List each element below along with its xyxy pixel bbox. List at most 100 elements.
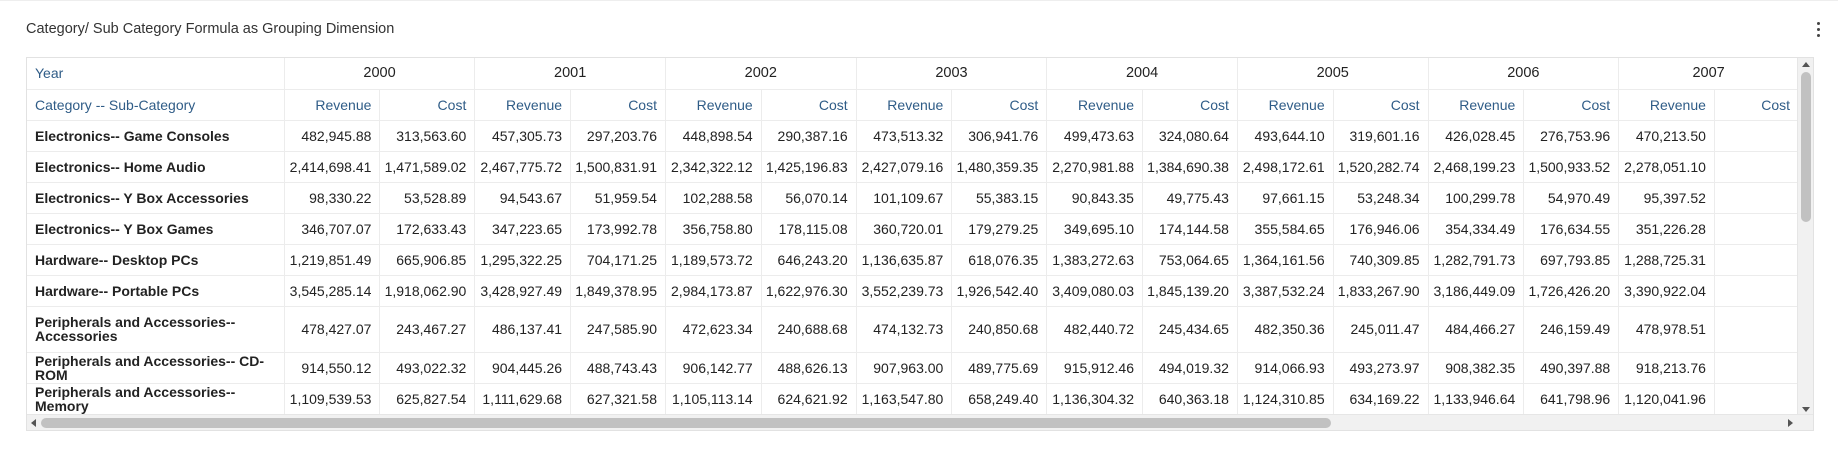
vertical-scrollbar[interactable] xyxy=(1797,58,1813,416)
value-cell: 907,963.00 xyxy=(856,352,953,384)
value-cell: 246,159.49 xyxy=(1523,306,1620,353)
value-cell: 97,661.15 xyxy=(1237,182,1334,214)
kebab-menu-icon[interactable] xyxy=(1812,19,1824,39)
value-cell: 493,022.32 xyxy=(379,352,476,384)
value-cell: 2,342,322.12 xyxy=(665,151,762,183)
value-cell: 915,912.46 xyxy=(1046,352,1143,384)
value-cell: 494,019.32 xyxy=(1142,352,1238,384)
value-cell: 94,543.67 xyxy=(474,182,572,214)
value-cell: 493,644.10 xyxy=(1237,120,1334,152)
value-cell: 101,109.67 xyxy=(856,182,953,214)
year-header-2006: 2006 xyxy=(1428,58,1620,90)
value-cell xyxy=(1714,244,1799,276)
value-cell: 914,550.12 xyxy=(284,352,381,384)
value-cell: 243,467.27 xyxy=(379,306,476,353)
value-cell: 918,213.76 xyxy=(1618,352,1715,384)
value-cell: 1,849,378.95 xyxy=(570,275,666,307)
horizontal-scroll-thumb[interactable] xyxy=(41,418,1331,428)
value-cell: 351,226.28 xyxy=(1618,213,1715,245)
value-cell: 1,726,426.20 xyxy=(1523,275,1620,307)
value-cell xyxy=(1714,352,1799,384)
value-cell: 906,142.77 xyxy=(665,352,762,384)
panel-title: Category/ Sub Category Formula as Groupi… xyxy=(26,21,395,37)
value-cell: 179,279.25 xyxy=(951,213,1048,245)
horizontal-scrollbar[interactable] xyxy=(27,414,1813,430)
value-cell: 634,169.22 xyxy=(1333,383,1429,415)
year-header-2001: 2001 xyxy=(474,58,666,90)
year-header-2007: 2007 xyxy=(1618,58,1799,90)
value-cell: 2,270,981.88 xyxy=(1046,151,1143,183)
row-label: Peripherals and Accessories-- CD-ROM xyxy=(27,352,285,384)
value-cell: 1,845,139.20 xyxy=(1142,275,1238,307)
value-cell: 3,545,285.14 xyxy=(284,275,381,307)
value-cell: 1,189,573.72 xyxy=(665,244,762,276)
value-cell: 240,850.68 xyxy=(951,306,1048,353)
value-cell: 489,775.69 xyxy=(951,352,1048,384)
value-cell: 1,111,629.68 xyxy=(474,383,572,415)
value-cell: 174,144.58 xyxy=(1142,213,1238,245)
value-cell: 172,633.43 xyxy=(379,213,476,245)
vertical-scroll-thumb[interactable] xyxy=(1801,72,1811,222)
table-row: Electronics-- Home Audio 2,414,698.41 1,47… xyxy=(27,151,1799,183)
value-cell: 478,978.51 xyxy=(1618,306,1715,353)
value-cell xyxy=(1714,275,1799,307)
value-cell: 306,941.76 xyxy=(951,120,1048,152)
year-header-2002: 2002 xyxy=(665,58,857,90)
value-cell: 1,833,267.90 xyxy=(1333,275,1429,307)
value-cell: 1,133,946.64 xyxy=(1428,383,1525,415)
value-cell: 90,843.35 xyxy=(1046,182,1143,214)
grid-viewport: Year 2000 2001 2002 2003 2004 2005 2006 2007 Ca… xyxy=(27,58,1799,416)
value-cell: 478,427.07 xyxy=(284,306,381,353)
value-cell: 297,203.76 xyxy=(570,120,666,152)
value-cell: 1,364,161.56 xyxy=(1237,244,1334,276)
value-cell: 290,387.16 xyxy=(761,120,857,152)
value-cell: 51,959.54 xyxy=(570,182,666,214)
value-cell: 1,500,933.52 xyxy=(1523,151,1620,183)
value-cell: 482,945.88 xyxy=(284,120,381,152)
measure-header-revenue: Revenue xyxy=(1046,89,1143,121)
table-row: Electronics-- Y Box Accessories 98,330.22… xyxy=(27,182,1799,214)
value-cell: 53,248.34 xyxy=(1333,182,1429,214)
value-cell: 1,219,851.49 xyxy=(284,244,381,276)
scroll-right-arrow-icon[interactable] xyxy=(1788,419,1793,427)
measure-header-cost: Cost xyxy=(761,89,857,121)
value-cell: 490,397.88 xyxy=(1523,352,1620,384)
measure-header-cost: Cost xyxy=(1523,89,1620,121)
value-cell: 482,440.72 xyxy=(1046,306,1143,353)
value-cell: 914,066.93 xyxy=(1237,352,1334,384)
value-cell: 627,321.58 xyxy=(570,383,666,415)
value-cell: 55,383.15 xyxy=(951,182,1048,214)
value-cell: 1,918,062.90 xyxy=(379,275,476,307)
scroll-down-arrow-icon[interactable] xyxy=(1802,407,1810,412)
value-cell: 740,309.85 xyxy=(1333,244,1429,276)
value-cell: 3,409,080.03 xyxy=(1046,275,1143,307)
table-row: Peripherals and Accessories-- Memory 1,10… xyxy=(27,383,1799,415)
value-cell: 1,520,282.74 xyxy=(1333,151,1429,183)
value-cell: 753,064.65 xyxy=(1142,244,1238,276)
table-row: Hardware-- Desktop PCs 1,219,851.49 665,90… xyxy=(27,244,1799,276)
row-label: Electronics-- Game Consoles xyxy=(27,120,285,152)
value-cell: 100,299.78 xyxy=(1428,182,1525,214)
value-cell: 2,427,079.16 xyxy=(856,151,953,183)
kebab-dot xyxy=(1816,33,1820,37)
value-cell: 276,753.96 xyxy=(1523,120,1620,152)
year-header-2004: 2004 xyxy=(1046,58,1238,90)
value-cell: 346,707.07 xyxy=(284,213,381,245)
crosstab-grid: Year 2000 2001 2002 2003 2004 2005 2006 2007 Ca… xyxy=(26,57,1814,431)
value-cell: 665,906.85 xyxy=(379,244,476,276)
measure-header-cost: Cost xyxy=(951,89,1048,121)
value-cell: 313,563.60 xyxy=(379,120,476,152)
value-cell: 49,775.43 xyxy=(1142,182,1238,214)
value-cell: 245,011.47 xyxy=(1333,306,1429,353)
measure-header-row: Category -- Sub-Category Revenue Cost Reve… xyxy=(27,89,1799,121)
scroll-up-arrow-icon[interactable] xyxy=(1802,62,1810,67)
scroll-left-arrow-icon[interactable] xyxy=(31,419,36,427)
value-cell: 98,330.22 xyxy=(284,182,381,214)
value-cell: 173,992.78 xyxy=(570,213,666,245)
measure-header-revenue: Revenue xyxy=(1618,89,1715,121)
value-cell: 704,171.25 xyxy=(570,244,666,276)
row-label: Electronics-- Y Box Accessories xyxy=(27,182,285,214)
value-cell: 95,397.52 xyxy=(1618,182,1715,214)
value-cell: 493,273.97 xyxy=(1333,352,1429,384)
value-cell: 473,513.32 xyxy=(856,120,953,152)
